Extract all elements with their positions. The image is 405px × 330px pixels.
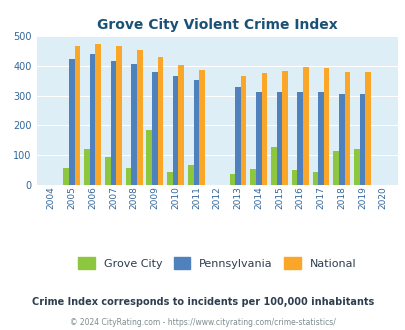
Bar	[271, 147, 276, 185]
Bar	[291, 170, 297, 185]
Bar	[146, 130, 152, 185]
Bar	[63, 168, 69, 185]
Bar	[276, 91, 281, 185]
Bar	[110, 61, 116, 185]
Bar	[312, 172, 318, 185]
Bar	[333, 151, 338, 185]
Bar	[188, 166, 193, 185]
Bar	[95, 44, 101, 185]
Bar	[193, 80, 199, 185]
Bar	[318, 92, 323, 185]
Bar	[116, 46, 121, 185]
Bar	[152, 72, 157, 185]
Bar	[173, 76, 178, 185]
Bar	[199, 70, 205, 185]
Bar	[344, 72, 350, 185]
Bar	[261, 73, 266, 185]
Bar	[359, 94, 364, 185]
Bar	[69, 59, 75, 185]
Bar	[323, 68, 328, 185]
Bar	[281, 71, 287, 185]
Bar	[229, 174, 234, 185]
Bar	[136, 50, 142, 185]
Bar	[255, 92, 261, 185]
Legend: Grove City, Pennsylvania, National: Grove City, Pennsylvania, National	[74, 253, 360, 273]
Title: Grove City Violent Crime Index: Grove City Violent Crime Index	[97, 18, 337, 32]
Bar	[131, 64, 136, 185]
Bar	[75, 46, 80, 185]
Bar	[297, 92, 303, 185]
Bar	[338, 94, 344, 185]
Bar	[90, 54, 95, 185]
Bar	[353, 149, 359, 185]
Bar	[157, 57, 163, 185]
Bar	[178, 65, 183, 185]
Bar	[240, 76, 246, 185]
Bar	[303, 67, 308, 185]
Bar	[126, 168, 131, 185]
Text: © 2024 CityRating.com - https://www.cityrating.com/crime-statistics/: © 2024 CityRating.com - https://www.city…	[70, 318, 335, 327]
Bar	[105, 157, 110, 185]
Text: Crime Index corresponds to incidents per 100,000 inhabitants: Crime Index corresponds to incidents per…	[32, 297, 373, 307]
Bar	[234, 87, 240, 185]
Bar	[250, 169, 255, 185]
Bar	[364, 72, 370, 185]
Bar	[84, 149, 90, 185]
Bar	[167, 172, 173, 185]
